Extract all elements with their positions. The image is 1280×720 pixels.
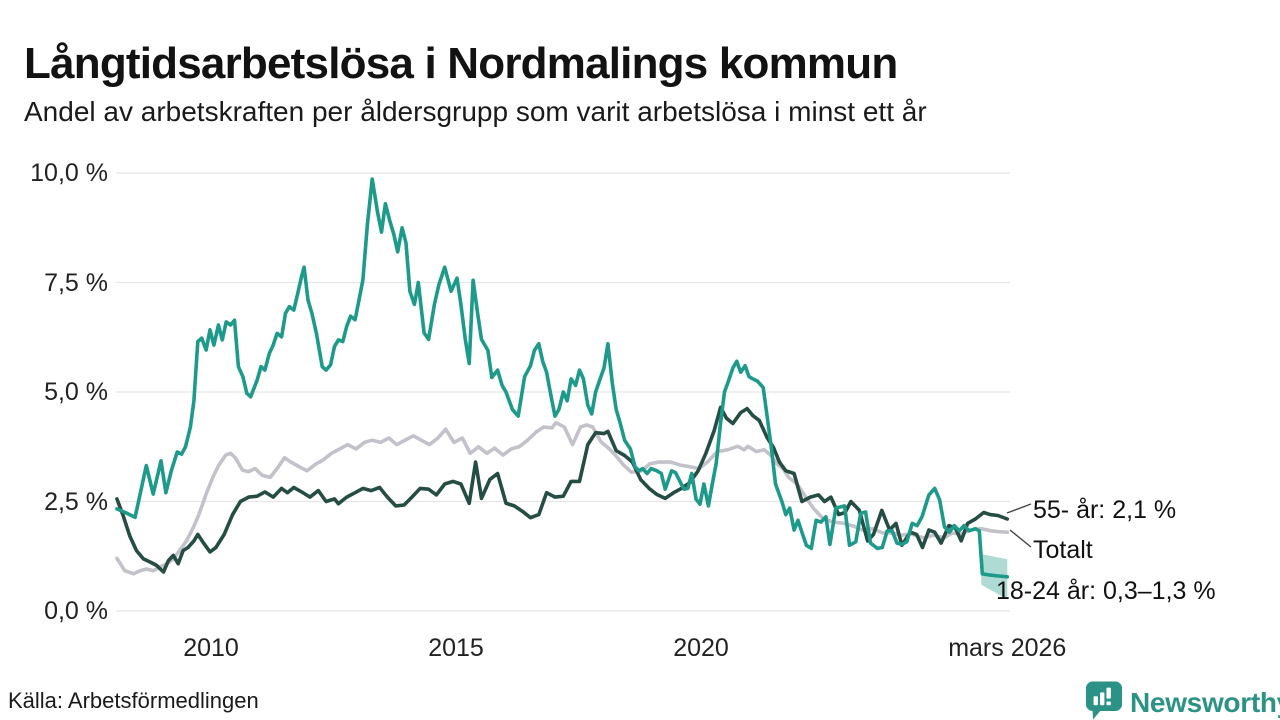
line-label-55-ar: 55- år: 2,1 % <box>1033 496 1177 524</box>
series-line-18-24-ar <box>115 177 1010 579</box>
line-label-totalt: Totalt <box>1033 536 1093 564</box>
y-axis-tick-label: 2,5 % <box>44 487 108 516</box>
y-axis-tick-label: 5,0 % <box>44 378 108 406</box>
x-axis-tick-label: 2010 <box>183 634 239 662</box>
series-line-55-ar <box>115 405 1010 574</box>
y-axis-tick-label: 0,0 % <box>44 597 108 625</box>
bar-chart-speech-bubble-icon <box>1085 681 1123 720</box>
x-axis-tick-label: mars 2026 <box>948 634 1067 662</box>
chart-subtitle: Andel av arbetskraften per åldersgrupp s… <box>24 96 927 127</box>
y-axis-tick-label: 7,5 % <box>44 268 108 297</box>
annotation-connector <box>1009 529 1032 548</box>
y-axis-tick-label: 10,0 % <box>30 159 108 187</box>
page-title: Långtidsarbetslösa i Nordmalings kommun <box>24 39 898 89</box>
newsworthy-logo: Newsworthy <box>1085 681 1280 720</box>
x-axis-tick-label: 2015 <box>428 634 484 662</box>
line-label-18-24-ar: 18-24 år: 0,3–1,3 % <box>996 577 1216 605</box>
annotation-connector <box>1006 503 1032 514</box>
series-line-totalt <box>115 420 1010 576</box>
brand-wordmark: Newsworthy <box>1130 687 1280 718</box>
source-credit: Källa: Arbetsförmedlingen <box>8 688 259 713</box>
x-axis-tick-label: 2020 <box>673 634 729 662</box>
